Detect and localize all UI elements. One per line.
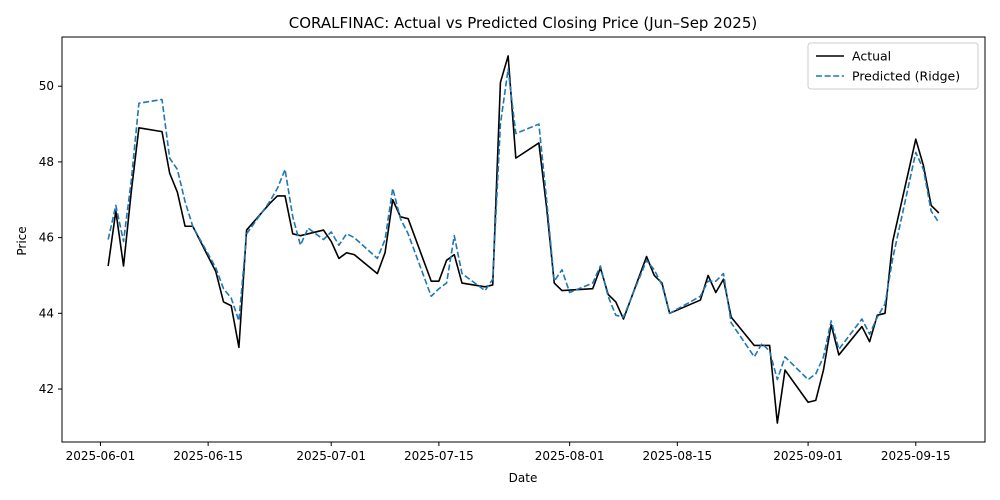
x-axis-label: Date <box>509 471 538 485</box>
x-axis: 2025-06-01 2025-06-15 2025-07-01 2025-07-15… <box>66 442 951 463</box>
x-tick-label: 2025-08-15 <box>642 449 712 463</box>
series-line-actual <box>107 55 940 424</box>
x-tick-label: 2025-09-15 <box>881 449 951 463</box>
y-tick-label: 42 <box>39 382 54 396</box>
legend-box <box>807 42 979 90</box>
x-tick-label: 2025-06-01 <box>66 449 136 463</box>
y-axis: 42 44 46 48 50 <box>39 79 62 396</box>
plot-frame <box>61 36 986 443</box>
x-tick-label: 2025-07-15 <box>404 449 474 463</box>
y-tick-label: 48 <box>39 155 54 169</box>
series-layer <box>107 55 940 424</box>
legend-label: Predicted (Ridge) <box>852 69 960 84</box>
x-tick-label: 2025-08-01 <box>535 449 605 463</box>
y-axis-label: Price <box>15 226 29 255</box>
chart-title: CORALFINAC: Actual vs Predicted Closing … <box>289 14 758 32</box>
series-line-predicted <box>107 68 940 381</box>
x-tick-label: 2025-07-01 <box>296 449 366 463</box>
legend-label: Actual <box>852 49 891 64</box>
y-tick-label: 46 <box>39 231 54 245</box>
legend: Actual Predicted (Ridge) <box>807 42 979 90</box>
y-tick-label: 44 <box>39 306 54 320</box>
x-tick-label: 2025-06-15 <box>173 449 243 463</box>
y-tick-label: 50 <box>39 79 54 93</box>
x-tick-label: 2025-09-01 <box>773 449 843 463</box>
